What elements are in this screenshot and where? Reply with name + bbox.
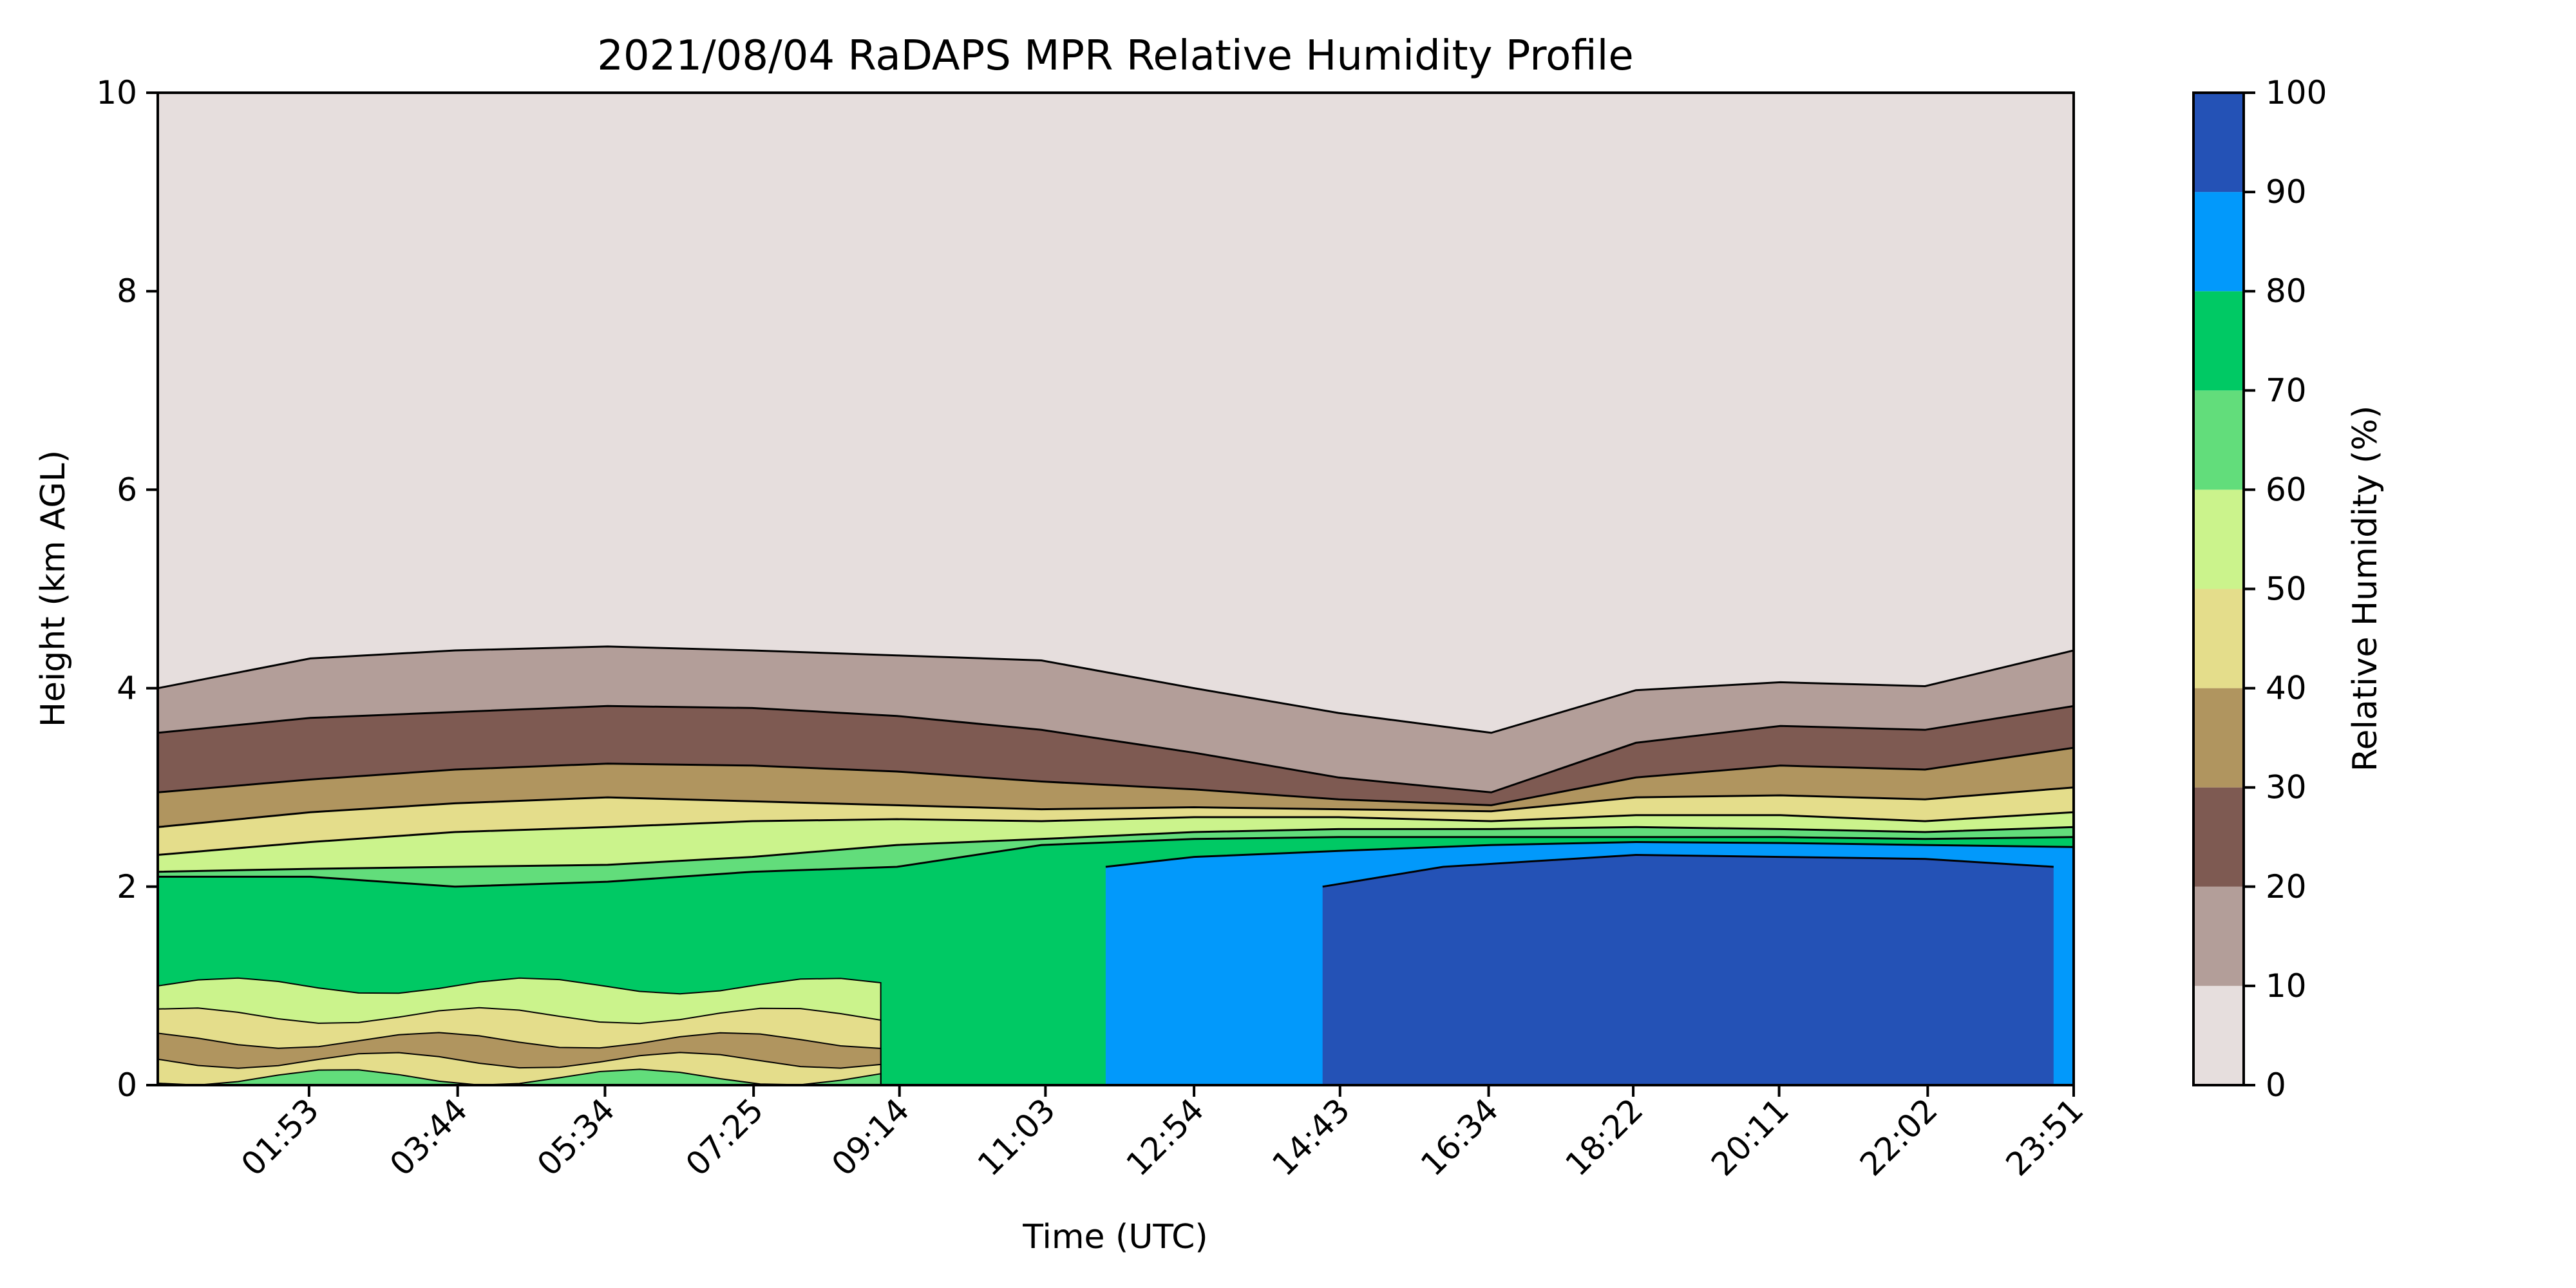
band-above-90 [1322, 855, 2054, 1085]
colorbar-tick-label: 70 [2266, 372, 2307, 409]
colorbar-label: Relative Humidity (%) [2346, 406, 2385, 772]
contour-20 [158, 705, 2074, 793]
surface-layer-4 [158, 1068, 882, 1085]
contour-30 [158, 746, 2074, 806]
y-tick-label: 6 [117, 471, 137, 508]
x-tick-label: 09:14 [824, 1091, 916, 1183]
plot-area [156, 91, 2075, 1086]
y-tick-label: 2 [117, 868, 137, 905]
contour-70 [158, 836, 2074, 888]
x-tick-label: 11:03 [971, 1091, 1063, 1183]
x-tick-label: 07:25 [679, 1091, 771, 1183]
x-tick-label: 12:54 [1119, 1091, 1211, 1183]
y-tick-label: 0 [117, 1066, 137, 1104]
colorbar-cell [2193, 787, 2244, 887]
colorbar-tick-label: 50 [2266, 571, 2307, 608]
contour-90 [1322, 853, 2054, 888]
colorbar-cell [2193, 688, 2244, 788]
colorbar-cell [2193, 589, 2244, 688]
colorbar-tick-label: 10 [2266, 967, 2307, 1005]
contour-80 [1105, 840, 2074, 868]
colorbar-cell [2193, 489, 2244, 589]
colorbar-cell [2193, 192, 2244, 292]
plot-frame [156, 91, 2075, 1086]
y-tick-label: 8 [117, 272, 137, 310]
x-tick-label: 01:53 [234, 1091, 326, 1183]
x-tick-label: 23:51 [1999, 1091, 2091, 1183]
contour-50 [158, 811, 2074, 856]
colorbar-tick-label: 100 [2266, 74, 2327, 111]
x-tick-label: 20:11 [1704, 1091, 1796, 1183]
colorbar-cell [2193, 390, 2244, 490]
x-tick-label: 16:34 [1414, 1091, 1506, 1183]
x-axis: 01:53 03:44 05:34 07:25 09:14 11:03 12:54 14:43… [234, 1085, 2090, 1183]
colorbar-tick-label: 20 [2266, 868, 2307, 905]
chart-title: 2021/08/04 RaDAPS MPR Relative Humidity … [597, 32, 1634, 80]
colorbar-tick-label: 40 [2266, 670, 2307, 707]
y-tick-label: 4 [117, 670, 137, 707]
colorbar-cell [2193, 985, 2244, 1085]
contour-lines [158, 645, 2074, 888]
x-tick-label: 03:44 [383, 1091, 475, 1183]
colorbar-cells [2193, 93, 2244, 1085]
y-tick-label: 10 [96, 74, 137, 111]
contour-60 [158, 826, 2074, 873]
colorbar-cell [2193, 93, 2244, 193]
colorbar-tick-label: 80 [2266, 272, 2307, 310]
colorbar-tick-label: 90 [2266, 173, 2307, 211]
x-tick-label: 14:43 [1265, 1091, 1357, 1183]
humidity-bands [158, 646, 2074, 1085]
colorbar: 0 10 20 30 40 50 60 70 80 90 100 Relative Humidity… [2192, 74, 2385, 1104]
x-tick-label: 22:02 [1853, 1091, 1945, 1183]
x-axis-label: Time (UTC) [1022, 1218, 1208, 1256]
colorbar-cell [2193, 291, 2244, 391]
contour-10 [158, 645, 2074, 734]
y-axis: 0 2 4 6 8 10 [96, 74, 158, 1104]
colorbar-tick-label: 0 [2266, 1066, 2286, 1104]
contour-40 [158, 786, 2074, 828]
y-axis-label: Height (km AGL) [34, 450, 73, 727]
colorbar-ticks: 0 10 20 30 40 50 60 70 80 90 100 [2244, 74, 2327, 1104]
colorbar-cell [2193, 886, 2244, 986]
colorbar-tick-label: 60 [2266, 471, 2307, 508]
x-tick-label: 18:22 [1558, 1091, 1651, 1183]
x-tick-label: 05:34 [530, 1091, 622, 1183]
colorbar-tick-label: 30 [2266, 769, 2307, 806]
